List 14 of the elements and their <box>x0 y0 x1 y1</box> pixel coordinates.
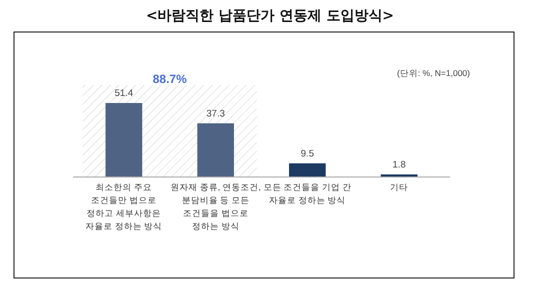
text: (단위: %, N=1,000) <box>396 68 470 78</box>
chart-title: <바람직한 납품단가 연동제 도입방식> <box>146 8 394 24</box>
data-label: 1.8 <box>392 159 406 170</box>
bar <box>106 103 142 177</box>
x-tick-label: 모든 조건들을 기업 간 자율로 정하는 방식 <box>262 181 352 207</box>
x-tick-label: 최소한의 주요 조건들만 법으로 정하고 세부사항은 자율로 정하는 방식 <box>84 181 164 233</box>
bar <box>289 163 326 177</box>
text: 88.7% <box>152 72 188 86</box>
data-label: 51.4 <box>114 88 134 99</box>
bar <box>197 123 234 177</box>
data-label: 9.5 <box>300 148 314 160</box>
x-tick-label: 원자재 종류, 연동조건, 분담비율 등 모든 조건들을 법으로 정하는 방식 <box>170 181 262 233</box>
data-label: 37.3 <box>206 108 225 120</box>
x-tick-label: 기타 <box>389 181 410 194</box>
